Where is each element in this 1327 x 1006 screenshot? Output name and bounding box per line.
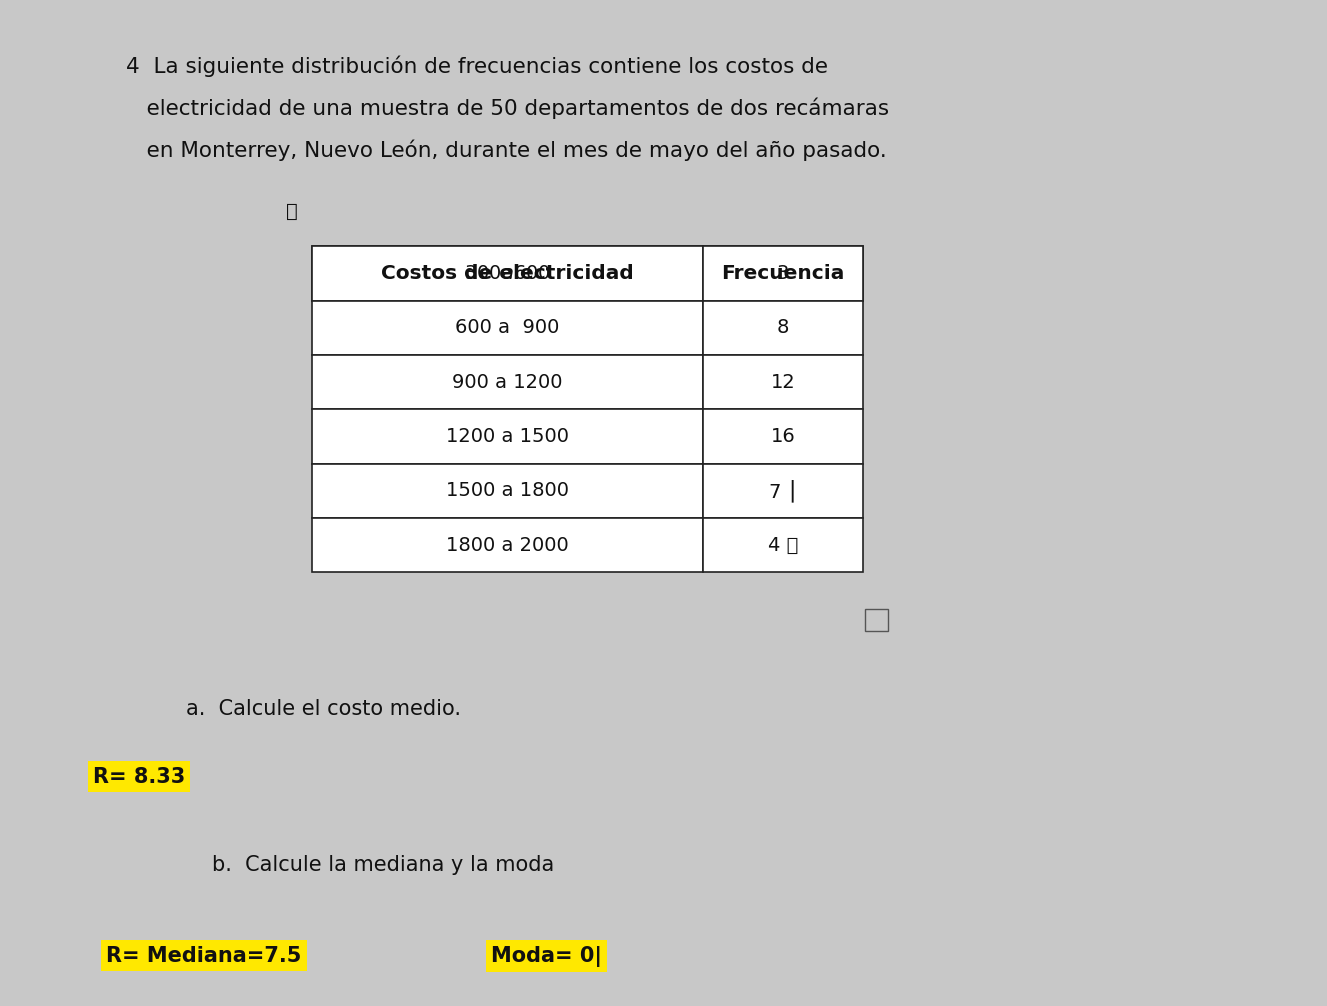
- Bar: [703, 246, 863, 301]
- Text: 600 a  900: 600 a 900: [455, 319, 560, 337]
- Bar: [703, 464, 863, 518]
- Text: 1500 a 1800: 1500 a 1800: [446, 482, 569, 500]
- Text: Frecuencia: Frecuencia: [722, 265, 844, 283]
- Bar: [703, 246, 863, 301]
- Text: $ 300 a $600: $ 300 a $600: [464, 265, 551, 283]
- Bar: [312, 518, 703, 572]
- Text: electricidad de una muestra de 50 departamentos de dos recámaras: electricidad de una muestra de 50 depart…: [126, 98, 889, 119]
- Bar: [703, 301, 863, 355]
- Text: 3: 3: [776, 265, 790, 283]
- Text: ⭘: ⭘: [287, 202, 297, 221]
- Text: 7 ⎮: 7 ⎮: [768, 480, 798, 502]
- Text: 1200 a 1500: 1200 a 1500: [446, 428, 569, 446]
- Bar: [312, 246, 703, 301]
- Bar: [703, 409, 863, 464]
- Bar: [312, 301, 703, 355]
- Bar: [312, 464, 703, 518]
- Bar: [703, 355, 863, 409]
- Bar: [312, 355, 703, 409]
- Text: 8: 8: [776, 319, 790, 337]
- Text: 4  La siguiente distribución de frecuencias contiene los costos de: 4 La siguiente distribución de frecuenci…: [126, 55, 828, 76]
- Text: b.  Calcule la mediana y la moda: b. Calcule la mediana y la moda: [212, 855, 555, 875]
- Text: Moda= 0|: Moda= 0|: [491, 946, 602, 967]
- Bar: [865, 609, 888, 631]
- Text: 12: 12: [771, 373, 795, 391]
- Bar: [312, 246, 703, 301]
- Text: 1800 a 2000: 1800 a 2000: [446, 536, 569, 554]
- Text: 900 a 1200: 900 a 1200: [453, 373, 563, 391]
- Text: R= Mediana=7.5: R= Mediana=7.5: [106, 946, 301, 966]
- Bar: [703, 518, 863, 572]
- Bar: [312, 409, 703, 464]
- Text: R= 8.33: R= 8.33: [93, 767, 186, 787]
- Text: 16: 16: [771, 428, 795, 446]
- Text: 4 ⎴: 4 ⎴: [768, 536, 798, 554]
- Text: a.  Calcule el costo medio.: a. Calcule el costo medio.: [186, 699, 460, 719]
- Text: Costos de electricidad: Costos de electricidad: [381, 265, 634, 283]
- Text: en Monterrey, Nuevo León, durante el mes de mayo del año pasado.: en Monterrey, Nuevo León, durante el mes…: [126, 140, 886, 161]
